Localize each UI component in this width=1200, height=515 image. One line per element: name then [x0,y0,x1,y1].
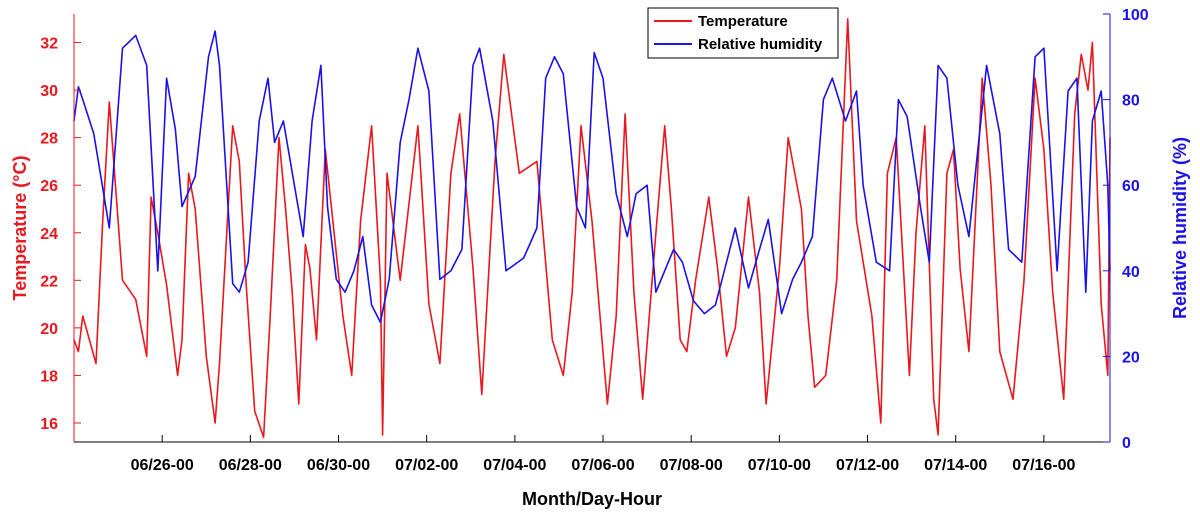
y-left-tick-label: 32 [40,36,58,53]
x-axis-title: Month/Day-Hour [522,489,662,509]
y-left-tick-label: 20 [40,321,58,338]
legend-box [647,7,839,59]
x-tick-label: 06/28-00 [219,457,282,474]
x-tick-label: 06/26-00 [131,457,194,474]
x-tick-label: 07/16-00 [1012,457,1075,474]
x-tick-label: 07/06-00 [571,457,634,474]
x-tick-label: 07/14-00 [924,457,987,474]
y-left-tick-label: 18 [40,368,58,385]
y-left-tick-label: 22 [40,273,58,290]
y-axis-left-title: Temperature (°C) [10,156,30,301]
legend-label-temperature: Temperature [698,13,788,30]
x-tick-label: 07/08-00 [660,457,723,474]
y-right-tick-label: 100 [1122,7,1149,24]
y-right-tick-label: 40 [1122,264,1140,281]
series-layer [73,17,1111,439]
legend-label-relative-humidity: Relative humidity [698,36,823,53]
y-left-tick-label: 30 [40,83,58,100]
y-right-tick-label: 80 [1122,93,1140,110]
x-tick-label: 07/04-00 [483,457,546,474]
x-tick-label: 06/30-00 [307,457,370,474]
y-left-tick-label: 24 [40,226,58,243]
y-right-tick-label: 0 [1122,435,1131,452]
series-line-relative-humidity [73,30,1111,324]
legend: Temperature Relative humidity [647,7,839,59]
y-left-tick-label: 26 [40,178,58,195]
x-tick-label: 07/02-00 [395,457,458,474]
x-tick-label: 07/10-00 [748,457,811,474]
y-axis-right-title: Relative humidity (%) [1170,137,1190,319]
x-tick-label: 07/12-00 [836,457,899,474]
y-right-tick-label: 60 [1122,178,1140,195]
y-left-tick-label: 16 [40,416,58,433]
y-left-tick-label: 28 [40,131,58,148]
axes-layer: 06/26-00 06/28-00 06/30-00 07/02-00 07/04-00… [40,7,1149,474]
series-line-temperature [73,17,1111,439]
y-right-tick-label: 20 [1122,349,1140,366]
